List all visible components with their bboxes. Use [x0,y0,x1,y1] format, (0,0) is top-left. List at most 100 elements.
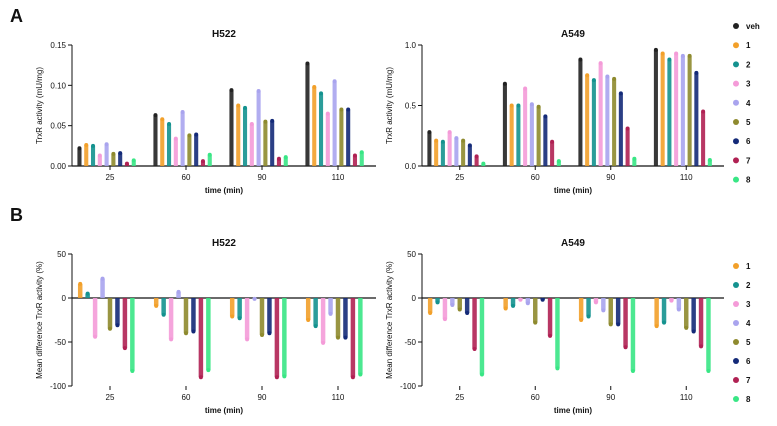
point-7 [701,109,706,114]
point-veh [427,130,432,135]
bar-8 [707,159,712,166]
point-5 [187,133,192,138]
point-1 [654,324,659,329]
bar-2 [510,298,516,306]
bar-3 [320,298,326,343]
point-6 [270,118,275,123]
bar-1 [509,105,514,166]
bar-6 [191,298,196,332]
bar-4 [525,298,531,304]
bar-2 [661,298,667,323]
bar-5 [335,298,341,338]
bar-7 [274,298,280,378]
bar-3 [325,113,330,166]
legend-top-swatch [733,80,739,87]
point-7 [198,375,203,380]
point-4 [676,307,681,312]
bar-3 [523,88,528,166]
legend-top-swatch [733,23,739,29]
point-5 [457,307,462,312]
bar-1 [578,298,584,320]
point-8 [359,150,364,155]
bar-6 [615,298,621,325]
y-tick-label: -100 [50,382,67,391]
y-tick-label: 0.05 [50,122,66,131]
point-1 [503,306,508,311]
point-5 [108,326,112,331]
bar-veh [653,49,658,167]
y-axis-label: Mean difference TrxR activity (%) [35,261,44,379]
x-tick-label: 90 [258,173,267,182]
point-7 [625,126,630,131]
point-6 [467,143,472,148]
bar-7 [547,298,553,336]
bar-1 [84,145,89,166]
legend-top-label: 4 [746,99,751,108]
point-6 [267,331,272,336]
x-tick-label: 110 [332,393,345,402]
point-2 [586,314,591,319]
point-1 [428,310,433,315]
legend-top-swatch [733,157,739,164]
point-2 [167,122,172,127]
point-veh [305,61,310,66]
bar-3 [244,298,250,340]
bar-8 [706,298,711,372]
bar-1 [660,53,665,166]
bar-2 [242,107,248,166]
bar-veh [229,90,234,166]
bar-6 [543,116,548,166]
bar-1 [654,298,659,327]
point-3 [447,130,452,135]
bar-4 [328,298,333,314]
bar-6 [346,109,351,166]
bar-6 [267,298,272,334]
legend-bottom: 1 2 3 4 5 6 7 8 [733,262,751,404]
bar-6 [464,298,470,313]
legend-bottom-label: 3 [746,300,751,309]
point-4 [328,311,333,316]
bar-3 [447,132,452,166]
bar-4 [605,76,610,166]
point-7 [276,156,281,161]
point-veh [153,113,158,118]
point-8 [130,369,135,374]
bar-2 [313,298,318,327]
bar-8 [130,298,135,372]
panel-letter-a: A [10,6,23,26]
point-5 [684,325,689,330]
point-2 [243,105,248,110]
bar-1 [427,298,433,313]
legend-bottom-swatch [733,320,739,326]
bar-7 [625,128,630,166]
bar-8 [556,161,561,166]
bar-2 [516,105,521,166]
point-4 [176,289,181,294]
point-2 [313,324,318,329]
point-4 [256,88,261,93]
bar-5 [183,298,189,334]
point-5 [260,332,264,337]
point-6 [194,132,199,137]
bar-1 [503,298,508,309]
point-6 [191,329,196,334]
bar-1 [77,283,83,298]
point-7 [350,375,355,380]
point-4 [252,296,257,301]
point-4 [680,53,685,58]
bar-5 [536,106,541,166]
point-8 [632,156,637,161]
bar-2 [435,298,440,303]
x-tick-label: 110 [332,173,345,182]
point-1 [84,143,89,148]
bar-6 [694,72,699,166]
point-6 [346,107,351,112]
bar-7 [200,161,206,166]
bar-1 [312,86,317,166]
bar-veh [153,115,158,166]
point-8 [481,161,486,166]
point-1 [585,73,590,78]
chart-title: H522 [212,29,236,40]
y-tick-label: 0 [62,294,67,303]
